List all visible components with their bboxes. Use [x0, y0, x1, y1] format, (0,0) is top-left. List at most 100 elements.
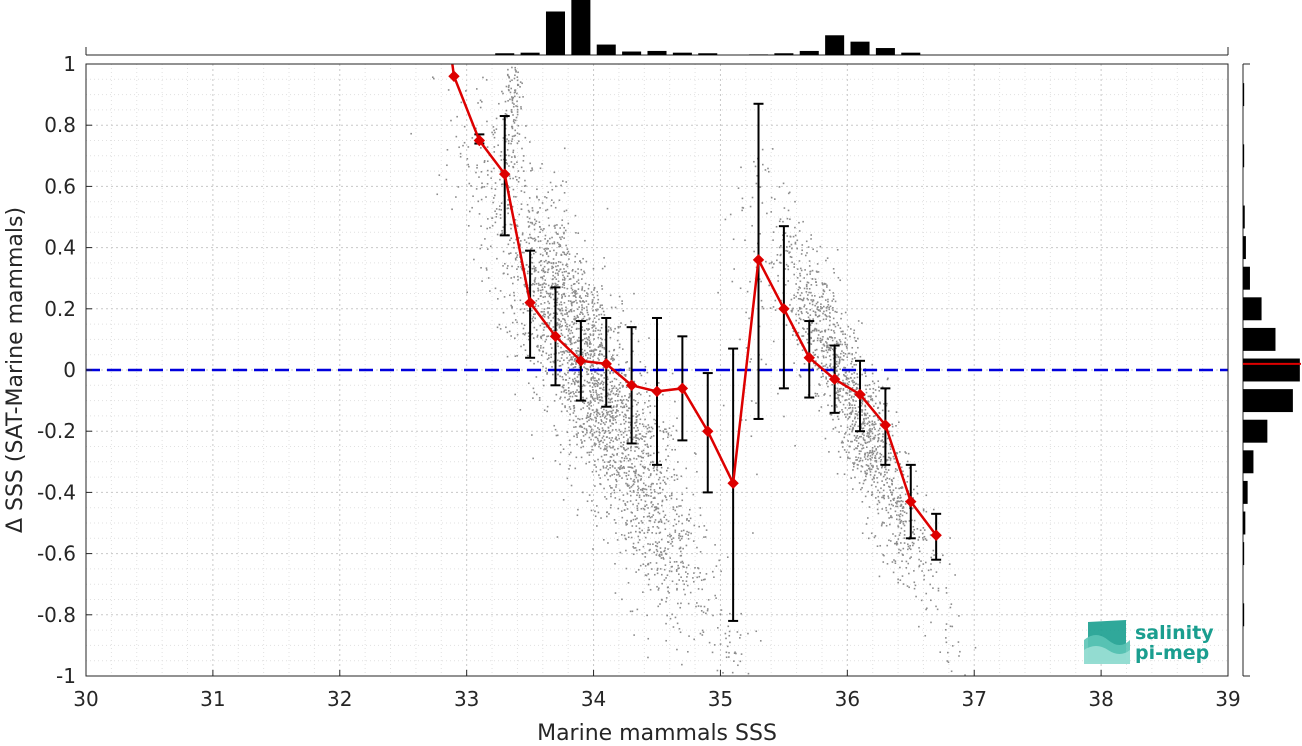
- scatter-point: [798, 230, 801, 232]
- scatter-point: [661, 504, 663, 507]
- scatter-point: [554, 428, 557, 431]
- scatter-point: [745, 311, 747, 314]
- scatter-point: [657, 478, 660, 481]
- scatter-point: [563, 284, 565, 286]
- scatter-point: [825, 356, 827, 359]
- scatter-point: [797, 288, 800, 291]
- scatter-point: [630, 494, 632, 497]
- scatter-point: [547, 292, 550, 295]
- scatter-point: [777, 280, 779, 282]
- scatter-point: [523, 284, 526, 286]
- scatter-point: [696, 470, 698, 473]
- scatter-point: [857, 337, 859, 340]
- scatter-point: [542, 350, 544, 353]
- scatter-point: [647, 467, 649, 470]
- scatter-point: [671, 476, 673, 478]
- scatter-point: [839, 327, 842, 329]
- scatter-point: [583, 402, 586, 405]
- scatter-point: [614, 416, 617, 418]
- scatter-point: [847, 457, 849, 459]
- scatter-point: [859, 355, 862, 358]
- scatter-point: [892, 477, 895, 480]
- scatter-point: [771, 148, 774, 150]
- scatter-point: [513, 163, 516, 165]
- scatter-point: [637, 479, 639, 481]
- scatter-point: [659, 547, 662, 549]
- scatter-point: [866, 435, 868, 437]
- scatter-point: [848, 412, 851, 415]
- scatter-point: [896, 505, 899, 508]
- scatter-point: [788, 245, 791, 248]
- scatter-point: [633, 380, 635, 383]
- scatter-point: [668, 533, 671, 536]
- scatter-point: [872, 476, 875, 479]
- scatter-point: [674, 531, 677, 533]
- scatter-point: [747, 632, 749, 635]
- scatter-point: [822, 312, 824, 315]
- scatter-point: [656, 483, 658, 485]
- scatter-point: [814, 311, 817, 313]
- scatter-point: [897, 525, 899, 527]
- scatter-point: [586, 368, 589, 371]
- scatter-point: [500, 233, 503, 235]
- scatter-point: [802, 327, 804, 329]
- scatter-point: [598, 353, 601, 355]
- scatter-point: [880, 472, 882, 475]
- scatter-point: [855, 456, 857, 458]
- scatter-point: [684, 593, 686, 596]
- scatter-point: [859, 435, 861, 438]
- scatter-point: [539, 324, 542, 327]
- scatter-point: [594, 510, 596, 513]
- scatter-point: [611, 453, 614, 456]
- scatter-point: [531, 207, 534, 209]
- scatter-point: [519, 277, 522, 279]
- scatter-point: [798, 306, 801, 309]
- scatter-point: [841, 395, 844, 398]
- scatter-point: [546, 208, 549, 211]
- scatter-point: [858, 450, 861, 452]
- scatter-point: [466, 158, 469, 160]
- scatter-point: [596, 393, 598, 395]
- scatter-point: [682, 580, 684, 582]
- scatter-point: [637, 473, 640, 476]
- scatter-point: [839, 401, 842, 404]
- scatter-point: [567, 334, 569, 337]
- scatter-point: [463, 125, 466, 128]
- scatter-point: [628, 407, 630, 409]
- scatter-point: [673, 561, 676, 563]
- scatter-point: [805, 284, 808, 286]
- scatter-point: [577, 279, 580, 281]
- scatter-point: [522, 96, 524, 98]
- scatter-point: [624, 373, 627, 376]
- scatter-point: [675, 498, 678, 500]
- scatter-point: [626, 361, 629, 363]
- scatter-point: [527, 209, 530, 212]
- scatter-point: [838, 431, 840, 433]
- scatter-point: [606, 450, 608, 452]
- scatter-point: [533, 291, 535, 293]
- scatter-point: [559, 451, 562, 454]
- scatter-point: [573, 310, 575, 312]
- scatter-point: [619, 551, 622, 554]
- scatter-point: [613, 519, 616, 521]
- x-tick-label: 36: [835, 687, 860, 711]
- scatter-point: [951, 645, 954, 647]
- scatter-point: [650, 426, 653, 429]
- scatter-point: [875, 459, 878, 462]
- scatter-point: [548, 302, 551, 305]
- scatter-point: [565, 306, 567, 309]
- y-axis-label: Δ SSS (SAT-Marine mammals): [3, 207, 28, 533]
- scatter-point: [610, 329, 612, 331]
- scatter-point: [685, 566, 688, 569]
- scatter-point: [817, 334, 820, 336]
- scatter-point: [618, 343, 621, 346]
- scatter-point: [654, 541, 657, 543]
- scatter-point: [893, 559, 895, 561]
- scatter-point: [471, 206, 473, 209]
- scatter-point: [506, 273, 509, 276]
- scatter-point: [827, 349, 830, 351]
- scatter-point: [559, 268, 562, 271]
- scatter-point: [810, 343, 813, 345]
- scatter-point: [579, 313, 581, 315]
- scatter-point: [515, 70, 517, 72]
